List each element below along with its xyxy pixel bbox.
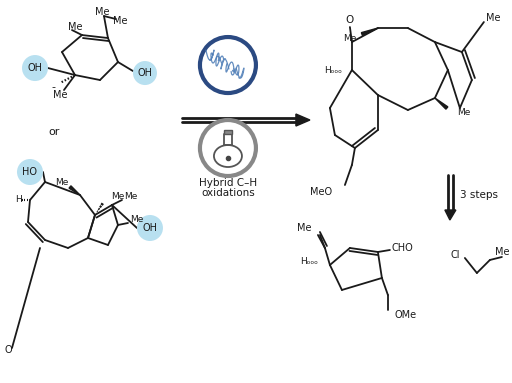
Text: MeO: MeO [310, 187, 332, 197]
Polygon shape [445, 210, 456, 220]
Polygon shape [435, 98, 448, 109]
Text: Me: Me [486, 13, 500, 23]
Polygon shape [361, 28, 378, 36]
Text: OH: OH [142, 223, 158, 233]
Text: Hₒₒₒ: Hₒₒₒ [300, 257, 318, 267]
Circle shape [137, 215, 163, 241]
Text: or: or [48, 127, 59, 137]
Text: Cl: Cl [450, 250, 460, 260]
Text: HO: HO [23, 167, 37, 177]
Circle shape [22, 55, 48, 81]
Text: Hybrid C–H: Hybrid C–H [199, 178, 257, 188]
Text: Me: Me [53, 90, 67, 100]
Text: Me: Me [95, 7, 109, 17]
Circle shape [200, 120, 256, 176]
Text: Me: Me [55, 177, 69, 187]
Text: Me: Me [343, 34, 356, 43]
Text: -: - [51, 82, 55, 92]
Text: O: O [4, 345, 12, 355]
Text: OMe: OMe [395, 310, 417, 320]
Text: Me: Me [111, 193, 124, 201]
Text: Me: Me [124, 193, 137, 201]
Text: OH: OH [28, 63, 42, 73]
Text: Me: Me [495, 247, 509, 257]
Text: OH: OH [137, 68, 153, 78]
Text: Me: Me [68, 22, 82, 32]
Circle shape [133, 61, 157, 85]
Text: oxidations: oxidations [201, 188, 255, 198]
Text: Me: Me [457, 108, 470, 116]
Circle shape [17, 159, 43, 185]
Text: Hₒₒₒ: Hₒₒₒ [324, 65, 342, 75]
Polygon shape [296, 114, 310, 126]
Text: H: H [15, 195, 22, 205]
Text: 3 steps: 3 steps [460, 190, 498, 200]
Text: CHO: CHO [392, 243, 414, 253]
Text: O: O [346, 15, 354, 25]
Ellipse shape [214, 145, 242, 167]
Circle shape [200, 37, 256, 93]
Bar [224, 130, 232, 134]
Text: Me: Me [297, 223, 312, 233]
Text: Me: Me [130, 216, 143, 224]
Polygon shape [69, 186, 80, 195]
Text: Me: Me [113, 16, 127, 26]
